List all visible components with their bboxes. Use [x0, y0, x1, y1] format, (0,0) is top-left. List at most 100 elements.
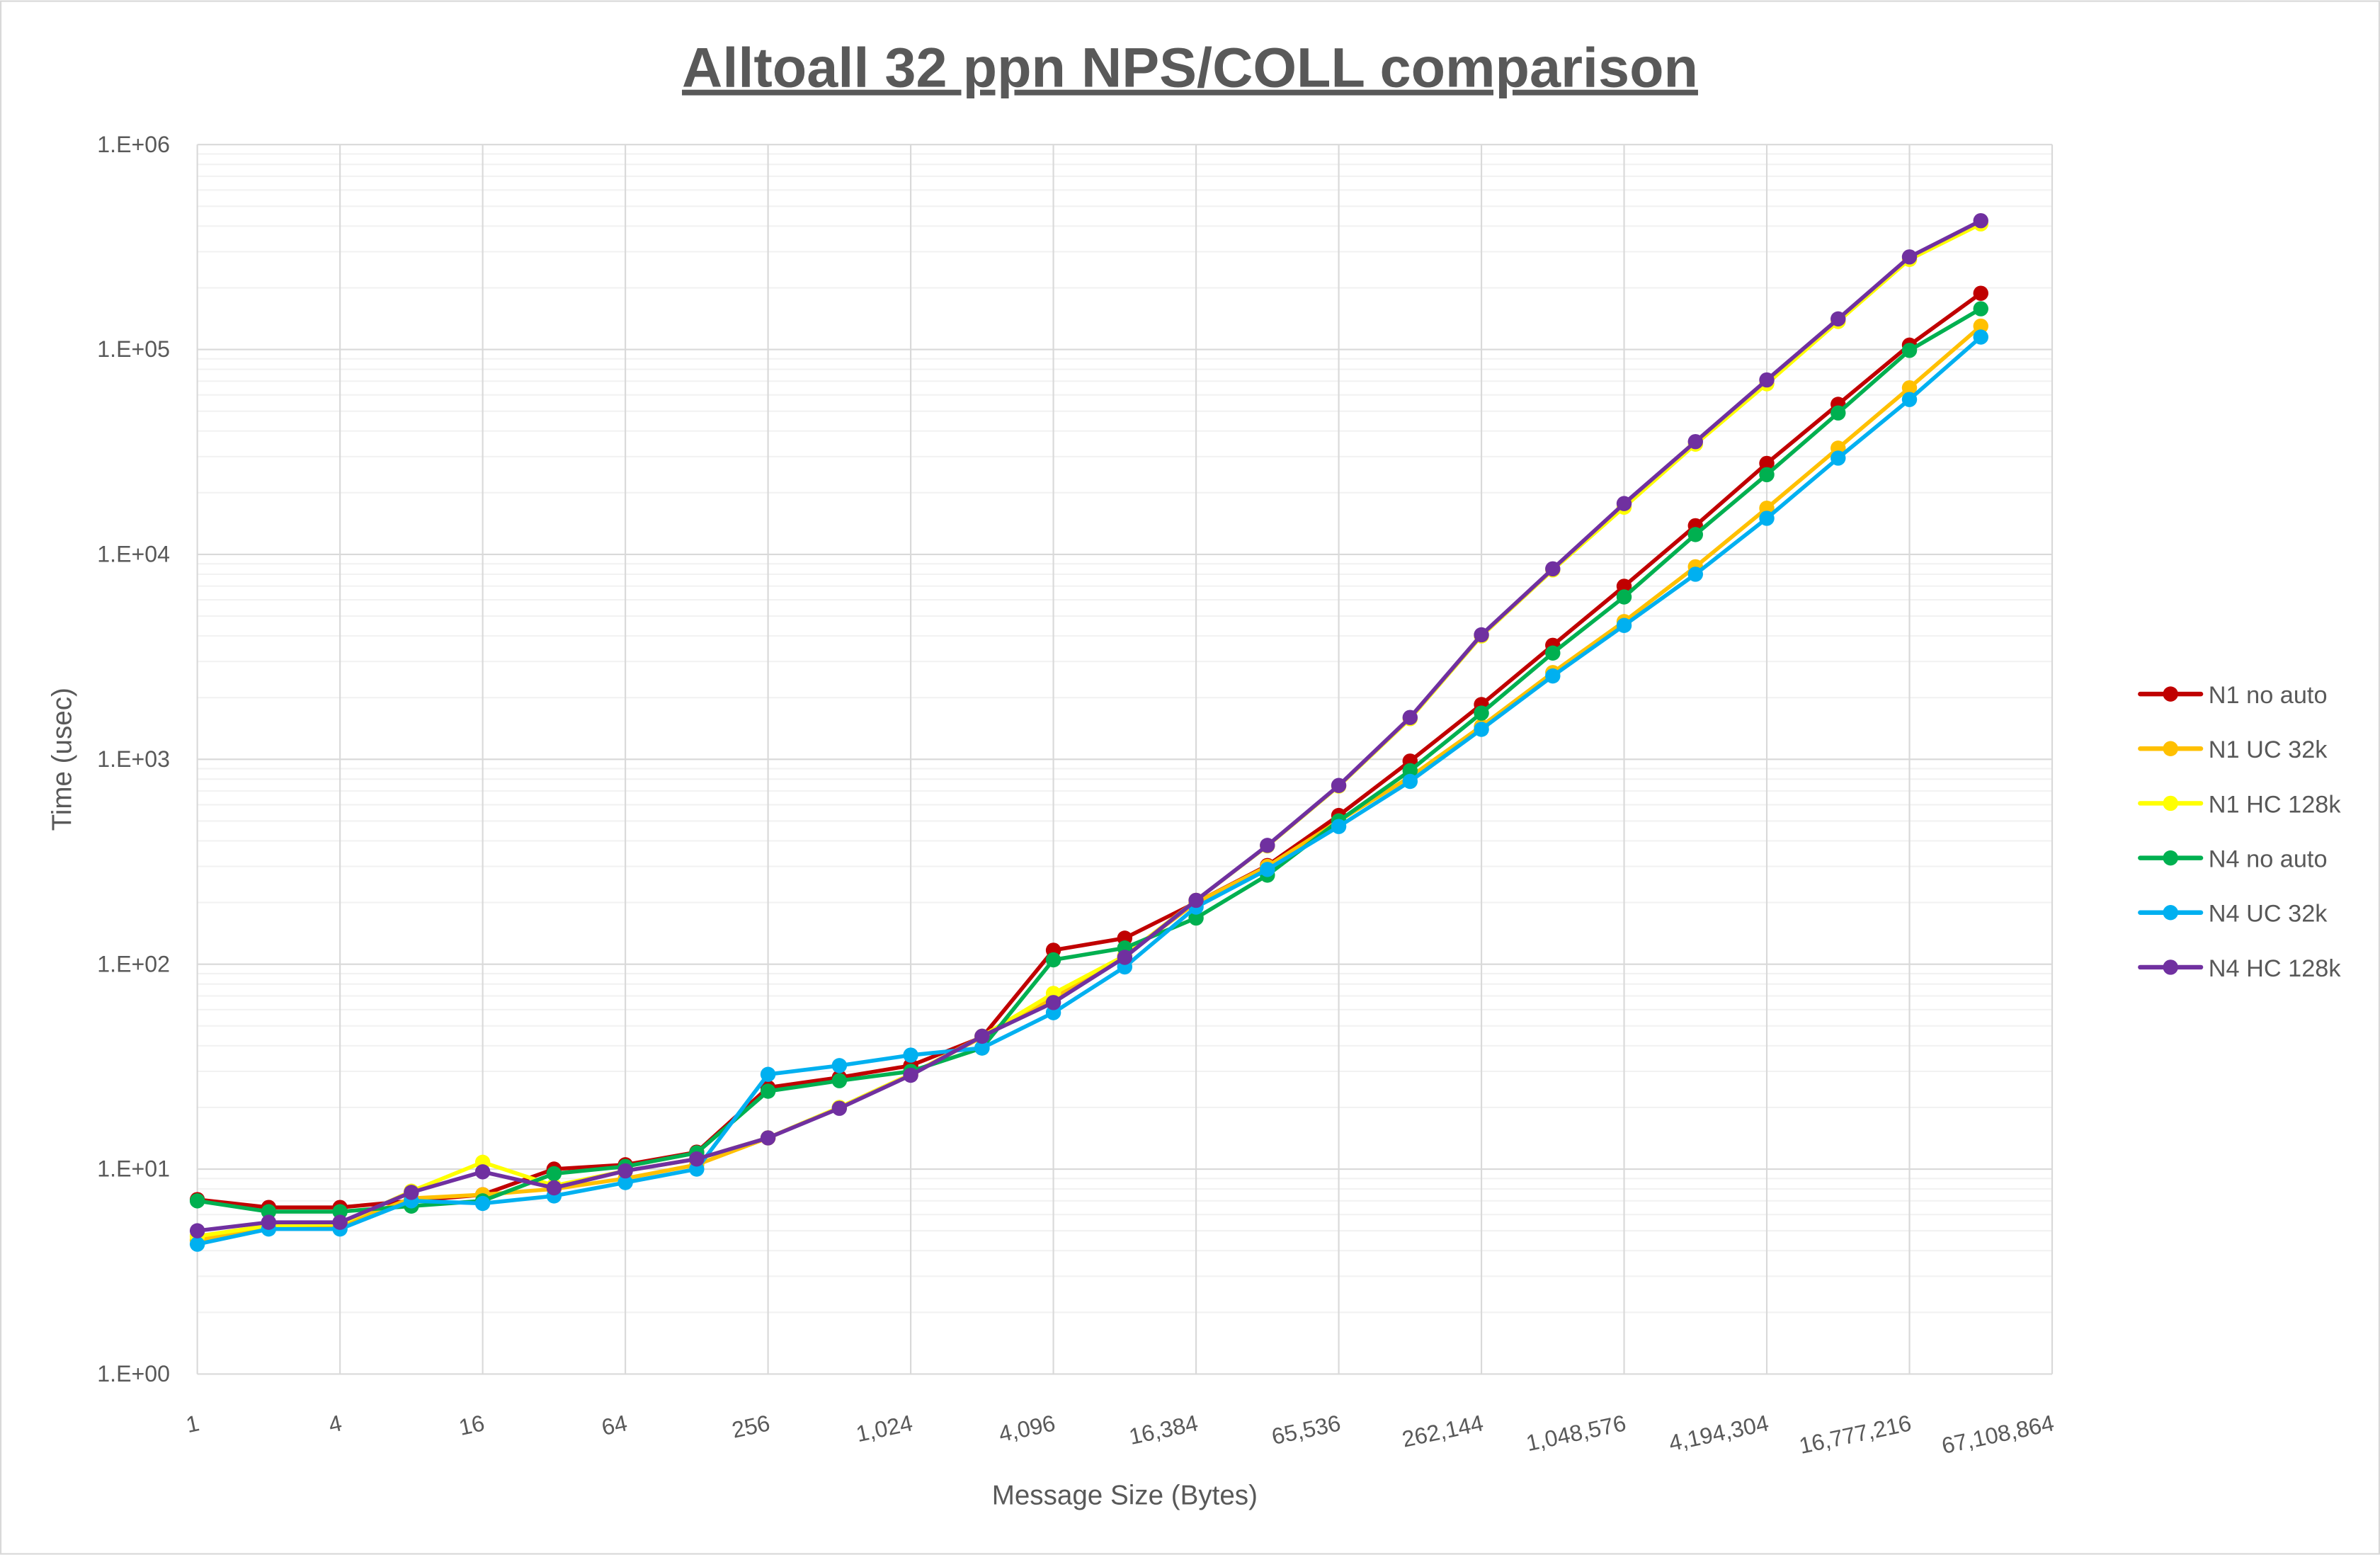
data-point: [831, 1100, 848, 1116]
legend-label: N1 no auto: [2209, 682, 2328, 709]
data-point: [1331, 778, 1347, 793]
data-point: [1973, 285, 1988, 301]
data-point: [903, 1047, 918, 1063]
data-point: [189, 1223, 205, 1238]
data-point: [903, 1067, 918, 1083]
data-point: [1830, 311, 1846, 327]
data-point: [1545, 645, 1561, 661]
data-point: [1687, 527, 1704, 542]
legend-item: N4 HC 128k: [2138, 955, 2342, 982]
legend-label: N1 UC 32k: [2209, 736, 2328, 763]
legend-item: N1 UC 32k: [2138, 736, 2328, 763]
series-line: [197, 324, 1983, 1243]
data-point: [1901, 249, 1918, 265]
data-point: [332, 1214, 348, 1230]
data-point: [1901, 343, 1918, 358]
series-group: [189, 212, 1988, 1252]
data-point: [474, 1164, 491, 1180]
legend-label: N4 no auto: [2209, 845, 2328, 872]
legend-marker: [2163, 905, 2178, 921]
data-point: [1901, 380, 1918, 396]
legend: N1 no auto N1 UC 32k N1 HC 128k N4 no auto N…: [2138, 682, 2342, 982]
legend-label: N1 HC 128k: [2209, 791, 2342, 818]
data-point: [1474, 627, 1489, 643]
data-point: [1045, 952, 1061, 968]
series-line: [197, 335, 1983, 1246]
data-point: [1973, 301, 1988, 317]
data-point: [261, 1214, 277, 1230]
data-point: [546, 1180, 562, 1196]
x-axis-label: Message Size (Bytes): [992, 1481, 1258, 1511]
data-point: [760, 1083, 776, 1099]
data-point: [974, 1028, 990, 1044]
series-n4-uc-32k: [189, 329, 1988, 1252]
legend-marker: [2163, 850, 2178, 866]
legend-item: N4 no auto: [2138, 845, 2328, 872]
data-point: [1117, 950, 1133, 965]
data-point: [1474, 722, 1489, 737]
data-point: [261, 1204, 277, 1219]
data-point: [1901, 392, 1918, 407]
legend-marker: [2163, 795, 2178, 811]
legend-marker: [2163, 686, 2178, 702]
y-tick-label: 1.E+03: [97, 746, 170, 772]
data-point: [1474, 705, 1489, 721]
data-point: [1045, 995, 1061, 1010]
data-point: [1545, 668, 1561, 684]
data-point: [1188, 910, 1204, 926]
data-point: [831, 1058, 848, 1073]
legend-label: N4 HC 128k: [2209, 955, 2342, 982]
data-point: [974, 1040, 990, 1056]
data-point: [1973, 329, 1988, 345]
data-point: [332, 1204, 348, 1219]
x-tick-label: 64: [599, 1410, 629, 1440]
data-point: [1687, 433, 1704, 450]
data-point: [404, 1185, 419, 1200]
legend-label: N4 UC 32k: [2209, 901, 2328, 928]
x-tick-label: 16: [457, 1410, 486, 1440]
data-point: [617, 1175, 633, 1190]
legend-item: N1 no auto: [2138, 682, 2328, 709]
data-point: [1973, 212, 1988, 229]
data-point: [1616, 496, 1632, 511]
chart-title: Alltoall 32 ppn NPS/COLL comparison: [682, 36, 1698, 99]
data-point: [760, 1130, 776, 1146]
data-point: [1260, 862, 1275, 877]
data-point: [617, 1163, 633, 1179]
data-point: [1545, 561, 1561, 577]
data-point: [760, 1066, 776, 1082]
data-point: [1759, 467, 1775, 483]
legend-marker: [2163, 959, 2178, 975]
series-line: [197, 222, 1982, 1238]
y-tick-label: 1.E+00: [97, 1361, 170, 1386]
data-point: [1331, 819, 1347, 834]
series-n4-hc-128k: [189, 212, 1988, 1238]
series-line: [197, 291, 1982, 1209]
data-point: [546, 1166, 562, 1182]
legend-item: N1 HC 128k: [2138, 791, 2342, 818]
data-point: [1616, 589, 1632, 605]
data-point: [1616, 579, 1632, 594]
legend-item: N4 UC 32k: [2138, 901, 2328, 928]
data-point: [189, 1236, 205, 1252]
legend-marker: [2163, 741, 2178, 756]
series-line: [197, 307, 1982, 1214]
y-axis-label: Time (usec): [47, 688, 78, 831]
data-point: [1759, 455, 1775, 472]
data-point: [1759, 372, 1775, 388]
data-point: [1830, 450, 1846, 466]
y-tick-label: 1.E+02: [97, 951, 170, 976]
data-point: [1687, 566, 1704, 582]
data-point: [831, 1073, 848, 1088]
data-point: [689, 1151, 705, 1167]
data-point: [1759, 511, 1775, 526]
y-tick-label: 1.E+06: [97, 132, 170, 157]
data-point: [1402, 763, 1418, 779]
data-point: [1616, 617, 1632, 633]
y-tick-label: 1.E+05: [97, 336, 170, 362]
data-point: [1402, 773, 1418, 790]
y-tick-label: 1.E+04: [97, 542, 170, 567]
data-point: [1830, 405, 1846, 421]
